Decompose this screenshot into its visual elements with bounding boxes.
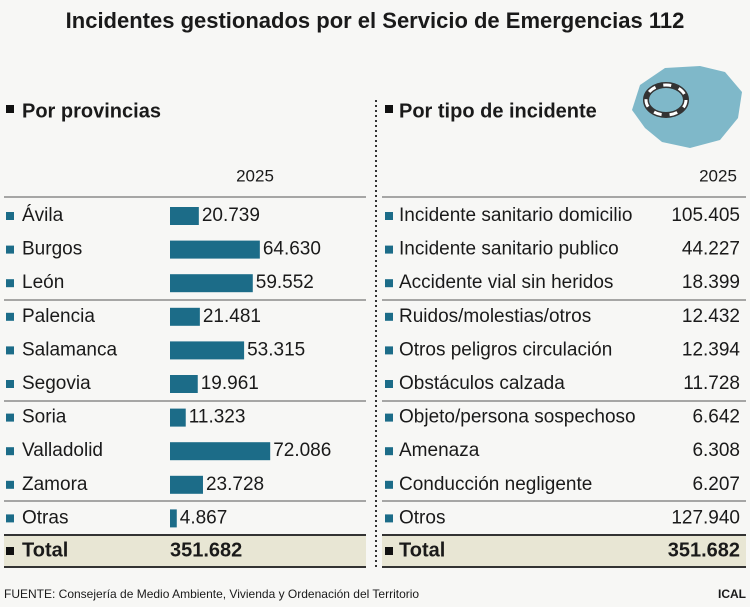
separators: [4, 196, 746, 568]
row-label: Otros: [399, 507, 445, 528]
bullet: [385, 514, 393, 523]
bullet: [6, 105, 14, 113]
bullet: [385, 480, 393, 489]
source: FUENTE: Consejería de Medio Ambiente, Vi…: [4, 587, 419, 601]
section-title: Por provincias: [22, 100, 161, 122]
bar: [170, 307, 200, 326]
row-value: 12.432: [682, 306, 740, 327]
total-band: [382, 535, 746, 567]
bullet: [6, 480, 14, 489]
value-label: 11.323: [189, 407, 246, 428]
bullet: [385, 380, 393, 388]
row-label: Ruidos/molestias/otros: [399, 306, 591, 327]
title: Incidentes gestionados por el Servicio d…: [66, 8, 685, 33]
year-header: 2025: [236, 166, 274, 185]
value-label: 64.630: [263, 239, 321, 260]
row-label: Accidente vial sin heridos: [399, 272, 613, 293]
row-value: 11.728: [683, 373, 740, 394]
row-label: Incidente sanitario publico: [399, 239, 619, 260]
bullet: [385, 279, 393, 288]
bar: [170, 475, 203, 494]
bar: [170, 375, 198, 393]
bullet: [385, 245, 393, 254]
category-label: Zamora: [22, 474, 88, 495]
credit: ICAL: [718, 587, 746, 601]
row-value: 105.405: [671, 205, 740, 226]
row-value: 18.399: [682, 272, 740, 293]
category-label: Palencia: [22, 306, 95, 327]
total-label: Total: [399, 539, 445, 561]
total-value: 351.682: [668, 539, 740, 561]
category-label: León: [22, 272, 64, 293]
category-label: Valladolid: [22, 440, 103, 461]
bullet: [385, 447, 393, 456]
value-label: 53.315: [247, 339, 305, 360]
value-label: 4.867: [180, 507, 228, 528]
bar: [170, 274, 253, 293]
bullet: [6, 380, 14, 388]
value-label: 20.739: [202, 205, 260, 226]
bullet: [6, 279, 14, 288]
value-label: 23.728: [206, 474, 264, 495]
row-value: 127.940: [671, 507, 740, 528]
row-value: 6.207: [692, 474, 740, 495]
row-label: Objeto/persona sospechoso: [399, 407, 636, 428]
bullet: [385, 312, 393, 321]
category-label: Salamanca: [22, 339, 117, 360]
row-value: 6.308: [692, 440, 740, 461]
bullet: [6, 212, 14, 220]
value-label: 59.552: [256, 272, 314, 293]
bullet: [385, 105, 393, 113]
bar: [170, 207, 199, 225]
bullet: [6, 346, 14, 355]
row-label: Obstáculos calzada: [399, 373, 565, 394]
bullet: [6, 312, 14, 321]
section-title: Por tipo de incidente: [399, 100, 597, 122]
bullet: [385, 547, 393, 555]
bar: [170, 341, 245, 360]
bullet: [6, 447, 14, 456]
bullet: [385, 346, 393, 355]
value-label: 72.086: [273, 440, 331, 461]
bullet: [385, 212, 393, 220]
year-header: 2025: [699, 166, 737, 185]
row-value: 12.394: [682, 339, 741, 360]
bullet: [6, 514, 14, 523]
row-label: Incidente sanitario domicilio: [399, 205, 632, 226]
total-value: 351.682: [170, 539, 242, 561]
total-band: [4, 535, 366, 567]
category-label: Otras: [22, 507, 68, 528]
row-label: Conducción negligente: [399, 474, 592, 495]
bullet: [385, 413, 393, 422]
bar: [170, 509, 177, 528]
bullet: [6, 547, 14, 555]
bar: [170, 442, 271, 461]
map-icon: [632, 66, 742, 148]
bullet: [6, 413, 14, 422]
row-label: Amenaza: [399, 440, 480, 461]
bullet: [6, 245, 14, 254]
row-label: Otros peligros circulación: [399, 339, 612, 360]
category-label: Soria: [22, 407, 67, 428]
category-label: Burgos: [22, 239, 82, 260]
category-label: Ávila: [22, 205, 64, 226]
value-label: 19.961: [201, 373, 259, 394]
bar: [170, 240, 260, 259]
row-value: 6.642: [692, 407, 740, 428]
category-label: Segovia: [22, 373, 91, 394]
row-value: 44.227: [682, 239, 740, 260]
total-label: Total: [22, 539, 68, 561]
bar: [170, 408, 186, 427]
value-label: 21.481: [203, 306, 261, 327]
